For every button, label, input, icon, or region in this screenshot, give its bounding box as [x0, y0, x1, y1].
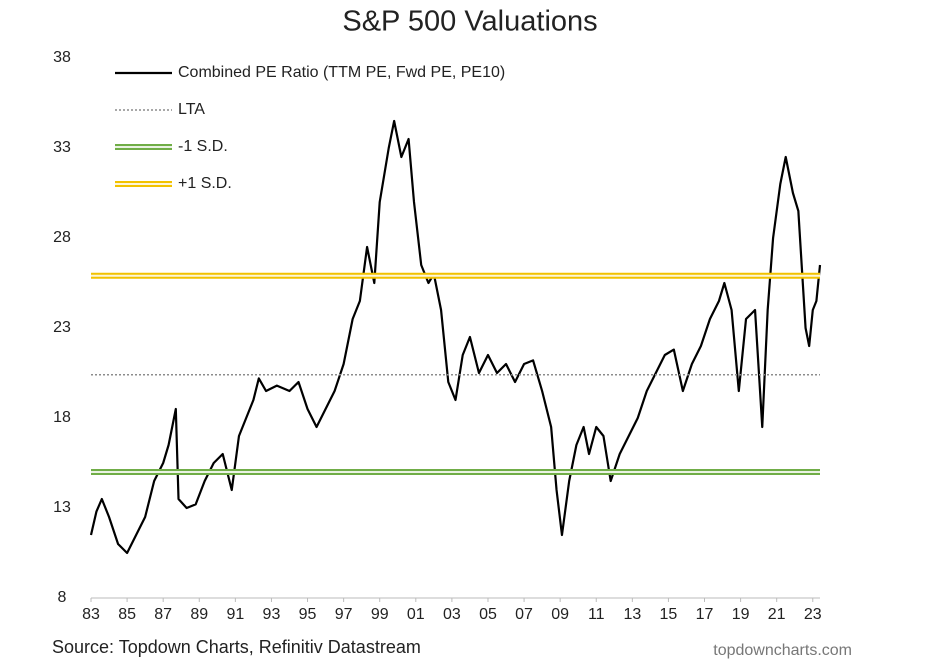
source-note: Source: Topdown Charts, Refinitiv Datast… — [52, 637, 421, 657]
y-tick-label: 13 — [53, 499, 71, 516]
x-tick-label: 95 — [299, 606, 317, 623]
x-tick-label: 85 — [118, 606, 136, 623]
x-tick-label: 23 — [804, 606, 822, 623]
x-tick-label: 91 — [226, 606, 244, 623]
x-tick-label: 97 — [335, 606, 353, 623]
chart-title: S&P 500 Valuations — [342, 6, 597, 38]
y-tick-label: 28 — [53, 229, 71, 246]
y-tick-label: 23 — [53, 319, 71, 336]
legend-label: LTA — [178, 101, 205, 118]
x-tick-label: 01 — [407, 606, 425, 623]
credit: topdowncharts.com — [713, 642, 852, 659]
x-tick-label: 99 — [371, 606, 389, 623]
x-tick-label: 87 — [154, 606, 172, 623]
x-tick-label: 05 — [479, 606, 497, 623]
x-tick-label: 17 — [696, 606, 714, 623]
legend-label: +1 S.D. — [178, 175, 232, 192]
x-tick-label: 13 — [623, 606, 641, 623]
x-tick-label: 83 — [82, 606, 100, 623]
x-tick-label: 89 — [190, 606, 208, 623]
x-tick-label: 93 — [263, 606, 281, 623]
series-line — [89, 119, 822, 555]
x-tick-label: 03 — [443, 606, 461, 623]
x-tick-label: 15 — [660, 606, 678, 623]
y-tick-label: 18 — [53, 409, 71, 426]
legend-label: -1 S.D. — [178, 138, 228, 155]
y-tick-label: 33 — [53, 139, 71, 156]
x-tick-label: 21 — [768, 606, 786, 623]
legend-label: Combined PE Ratio (TTM PE, Fwd PE, PE10) — [178, 64, 505, 81]
y-tick-label: 38 — [53, 49, 71, 66]
x-tick-label: 07 — [515, 606, 533, 623]
x-tick-label: 09 — [551, 606, 569, 623]
x-tick-label: 11 — [588, 606, 605, 623]
y-tick-label: 8 — [58, 589, 67, 606]
x-tick-label: 19 — [732, 606, 750, 623]
